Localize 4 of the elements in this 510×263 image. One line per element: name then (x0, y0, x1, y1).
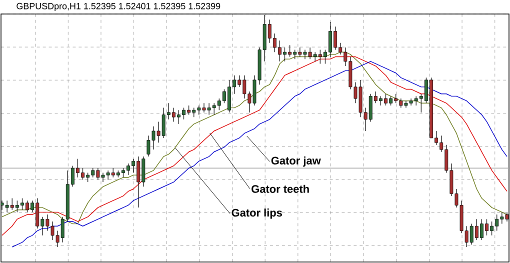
annotation: Gator jaw (271, 156, 321, 167)
annotation: Gator lips (232, 208, 282, 219)
annotation: Gator teeth (252, 184, 309, 193)
chart-title: GBPUSDpro,H1 1.52395 1.52401 1.52395 1.52399 (16, 2, 220, 12)
